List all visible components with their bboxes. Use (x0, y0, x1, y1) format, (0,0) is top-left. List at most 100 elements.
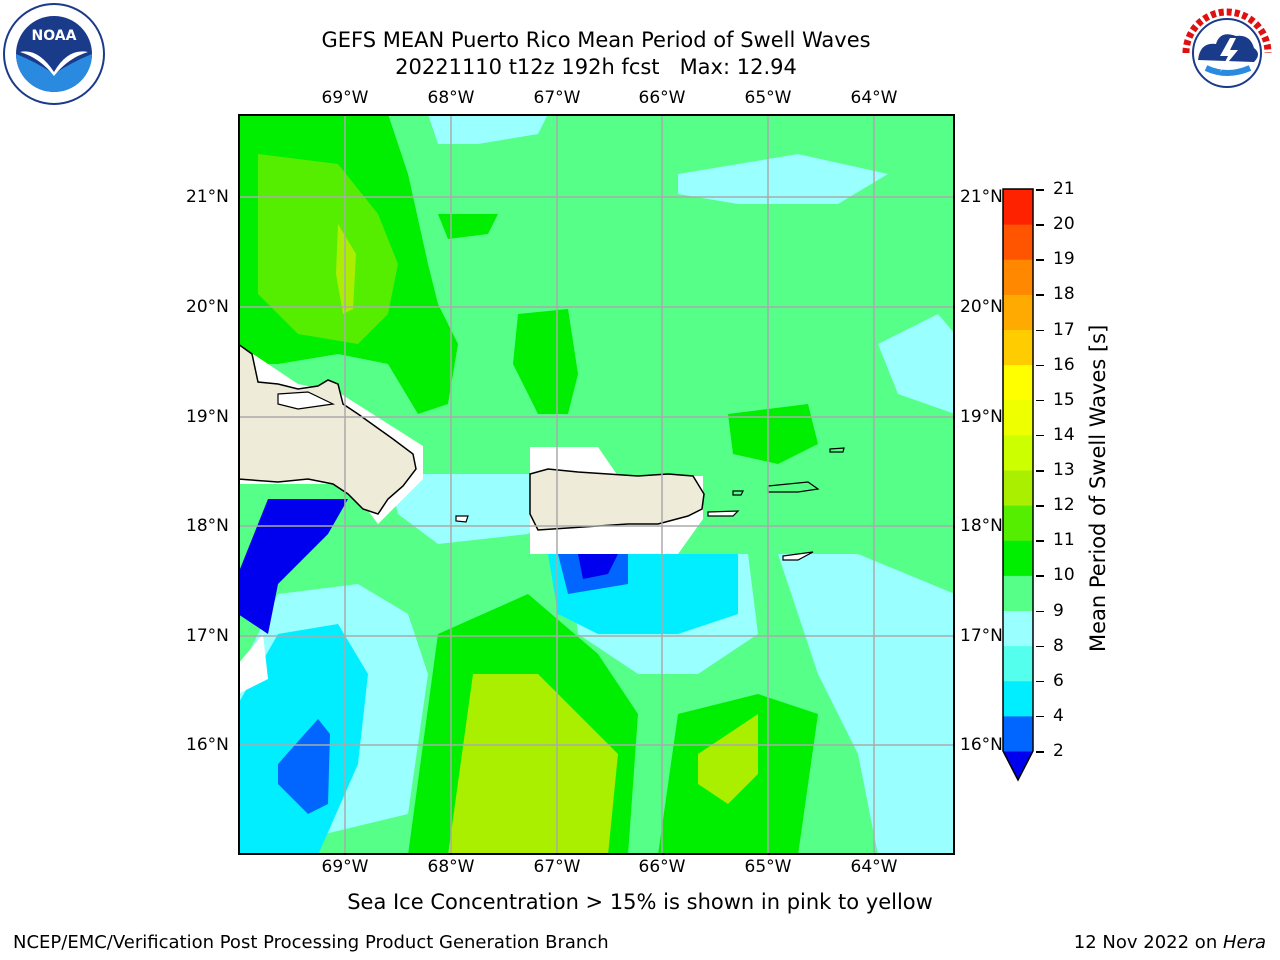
anegada-island (829, 447, 845, 453)
colorbar-band (1003, 505, 1033, 541)
colorbar-band (1003, 224, 1033, 260)
colorbar-tick (1036, 645, 1044, 648)
sea-ice-note: Sea Ice Concentration > 15% is shown in … (347, 890, 933, 914)
lon-label-bottom: 65°W (744, 857, 792, 877)
lon-label-bottom: 67°W (533, 857, 581, 877)
colorbar-band (1003, 189, 1033, 225)
lat-label-left: 16°N (186, 735, 229, 755)
colorbar-band (1003, 329, 1033, 366)
colorbar-outline (1002, 188, 1034, 782)
colorbar-tick (1036, 259, 1044, 261)
puerto-rico-land (529, 468, 705, 531)
field-8-9-east (878, 314, 955, 414)
field-2-4-south-pr (578, 554, 618, 579)
footer-credit: NCEP/EMC/Verification Post Processing Pr… (13, 932, 609, 953)
colorbar-band (1003, 680, 1033, 717)
colorbar-band (1003, 399, 1033, 436)
colorbar-tick (1036, 399, 1044, 402)
colorbar-tick (1036, 610, 1044, 612)
colorbar-tick-label: 6 (1053, 670, 1064, 691)
tortuga-island (277, 391, 336, 410)
land-mask-sw (238, 634, 268, 694)
lat-label-left: 18°N (186, 516, 229, 536)
colorbar-tick (1036, 575, 1044, 577)
colorbar (1000, 186, 1036, 786)
colorbar-tick-label: 9 (1053, 600, 1064, 621)
colorbar-tick (1036, 189, 1044, 191)
lat-label-right: 17°N (960, 626, 1003, 646)
colorbar-tick (1036, 434, 1044, 437)
field-8-9-north (428, 114, 548, 144)
colorbar-band (1003, 294, 1033, 330)
colorbar-tick (1036, 329, 1044, 331)
footer-date: 12 Nov 2022 on Hera (1074, 932, 1266, 953)
lat-label-right: 20°N (960, 297, 1003, 317)
lon-label-top: 69°W (321, 88, 369, 108)
map-frame (238, 114, 955, 855)
colorbar-tick-label: 20 (1053, 214, 1075, 235)
colorbar-band (1003, 645, 1033, 682)
lon-label-bottom: 69°W (321, 857, 369, 877)
st-croix-island (782, 551, 814, 561)
colorbar-tick-label: 14 (1053, 424, 1075, 445)
field-12-13-south (448, 674, 618, 855)
colorbar-title: Mean Period of Swell Waves [s] (1086, 324, 1110, 652)
colorbar-tick (1036, 224, 1044, 226)
colorbar-tick-label: 19 (1053, 249, 1075, 270)
colorbar-tick (1036, 470, 1044, 472)
lon-label-top: 64°W (850, 88, 898, 108)
lon-label-top: 67°W (533, 88, 581, 108)
lat-label-right: 21°N (960, 187, 1003, 207)
field-2-4-west (238, 499, 348, 634)
lat-label-left: 20°N (186, 297, 229, 317)
lon-label-top: 65°W (744, 88, 792, 108)
lon-label-bottom: 68°W (427, 857, 475, 877)
colorbar-tick-label: 16 (1053, 354, 1075, 375)
colorbar-tick-label: 13 (1053, 460, 1075, 480)
colorbar-tick-label: 2 (1053, 741, 1064, 761)
footer-machine: Hera (1222, 932, 1266, 953)
colorbar-tick-label: 15 (1053, 389, 1075, 410)
colorbar-tick-label: 11 (1053, 530, 1075, 551)
nws-logo (1176, 2, 1278, 104)
field-10-11-central (513, 309, 578, 414)
colorbar-tick (1036, 540, 1044, 542)
colorbar-tick (1036, 505, 1044, 507)
lat-label-left: 19°N (186, 407, 229, 427)
chart-subtitle: 20221110 t12z 192h fcst Max: 12.94 (395, 55, 797, 79)
colorbar-tick (1036, 715, 1044, 718)
field-8-9-se (778, 554, 955, 855)
colorbar-tick-label: 4 (1053, 705, 1064, 726)
colorbar-tick (1036, 294, 1044, 296)
lon-label-top: 66°W (638, 88, 686, 108)
field-10-11-east (728, 404, 818, 464)
lat-label-right: 19°N (960, 407, 1003, 427)
chart-title: GEFS MEAN Puerto Rico Mean Period of Swe… (321, 28, 871, 52)
colorbar-tick (1036, 751, 1044, 753)
lat-label-right: 18°N (960, 516, 1003, 536)
colorbar-tick-label: 17 (1053, 319, 1075, 340)
map-grid (238, 114, 955, 855)
field-8-9-ne (678, 154, 888, 204)
colorbar-tick-label: 8 (1053, 635, 1064, 656)
field-12-13-nw (336, 224, 356, 314)
colorbar-band (1003, 434, 1033, 471)
field-4-6-sw (278, 719, 330, 814)
colorbar-tick-label: 12 (1053, 495, 1075, 516)
colorbar-band (1003, 575, 1033, 611)
vieques-island (707, 510, 740, 517)
lat-label-left: 21°N (186, 187, 229, 207)
map-panel (237, 114, 955, 855)
field-11-12-nw (258, 154, 398, 344)
field-12-13-se (698, 714, 758, 804)
colorbar-tick-label: 10 (1053, 565, 1075, 586)
colorbar-tick (1036, 364, 1044, 367)
lon-label-bottom: 64°W (850, 857, 898, 877)
colorbar-tick-label: 21 (1053, 179, 1075, 199)
colorbar-band (1003, 540, 1033, 576)
lat-label-right: 16°N (960, 735, 1003, 755)
field-10-11-patch (438, 214, 498, 239)
hispaniola-land (237, 342, 417, 515)
lon-label-bottom: 66°W (638, 857, 686, 877)
lon-label-top: 68°W (427, 88, 475, 108)
